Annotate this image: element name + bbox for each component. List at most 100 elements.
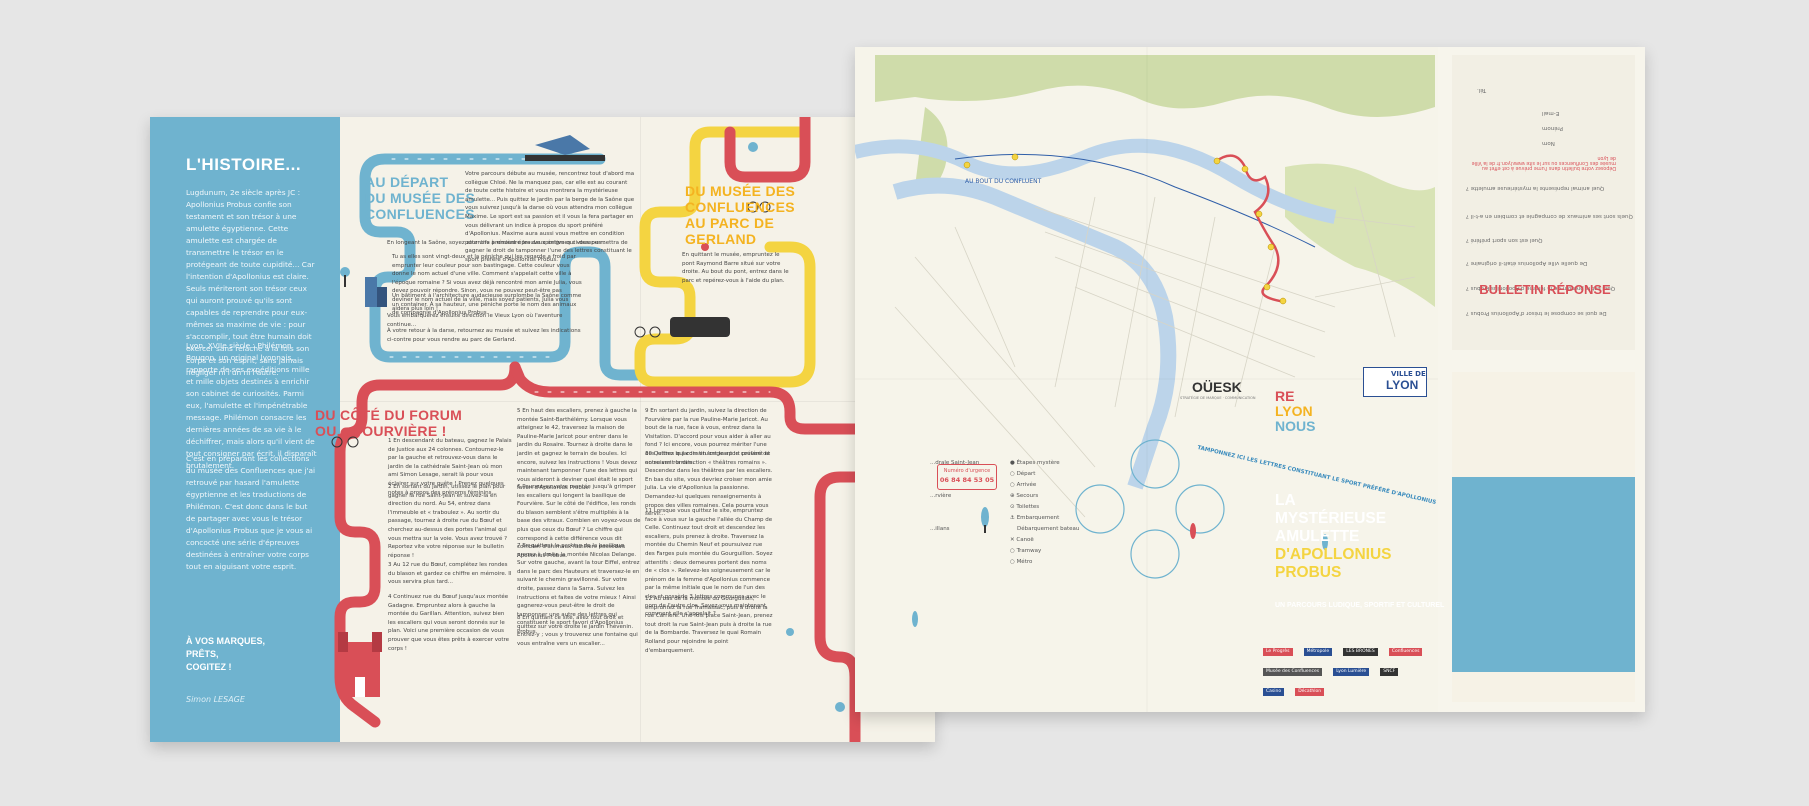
legend-label: Secours <box>1016 493 1039 499</box>
legend-label: Arrivée <box>1016 482 1037 488</box>
legend-label: Embarquement <box>1016 515 1060 521</box>
bulletin-question-5: Quels sont ses animaux de compagnie et c… <box>1466 213 1633 219</box>
section1-riddle-1: Tu as elles sont vingt-deux et la pénich… <box>392 254 582 312</box>
legend-item: ● Étapes mystère <box>1010 460 1060 466</box>
history-title: L'HISTOIRE... <box>186 155 302 174</box>
step-6: 6 Poursuivez votre montée jusqu'à grimpe… <box>517 484 641 559</box>
section-title-gerland: DU MUSÉE DES CONFLUENCES AU PARC DE GERL… <box>685 183 795 247</box>
bulletin-question-6: Quel animal représente la mystérieuse am… <box>1466 185 1605 191</box>
cover-title-band <box>1452 477 1635 672</box>
legend-item: ⊙ Toilettes <box>1010 504 1040 510</box>
history-paragraph-3: C'est en préparant les collections du mu… <box>186 454 316 571</box>
logo-text-small: VILLE DE <box>1391 370 1426 378</box>
title-line: CONFLUENCES <box>365 206 475 222</box>
section2-text: En quittant le musée, empruntez le pont … <box>682 252 789 284</box>
title-line: OU... FOURVIÈRE ! <box>315 423 447 439</box>
step-12: 12 Au bas de la montée du Gourguillon, e… <box>645 596 773 654</box>
section1-riddle-2: Un bâtiment à l'architecture audacieuse … <box>392 293 582 317</box>
section1-return: À votre retour à la darse, retournez au … <box>387 328 581 343</box>
ville-de-lyon-logo: VILLE DE LYON <box>1363 367 1427 397</box>
step-8: 8 En quittant ce site, allez tout droit … <box>517 615 638 647</box>
title-line: DU CÔTÉ DU FORUM <box>315 407 463 423</box>
route-illustration <box>331 117 935 742</box>
stage-markers <box>963 153 1287 305</box>
red-route-top <box>724 117 811 183</box>
legend-label: Canoë <box>1016 537 1034 543</box>
title-line: AU DÉPART <box>365 174 449 190</box>
section1-intro: Votre parcours débute au musée, rencontr… <box>465 171 635 263</box>
bulletin-question-1: De quoi se compose le trésor d'Apolloniu… <box>1466 310 1607 316</box>
tram-line <box>954 153 1316 248</box>
legend-item: ○ Arrivée <box>1010 482 1037 488</box>
cta-line: PRÊTS, <box>186 649 219 659</box>
title-line: GERLAND <box>685 231 757 247</box>
title-line: DU MUSÉE DES <box>365 190 476 206</box>
legend-item: ○ Départ <box>1010 471 1036 477</box>
emergency-label: Numéro d'urgence <box>943 468 991 474</box>
red-route-right <box>814 471 935 742</box>
fold-line <box>640 117 641 742</box>
emergency-number: 06 84 84 53 05 <box>939 476 995 484</box>
green-area <box>1285 163 1435 307</box>
slogan-line: RE <box>1275 388 1295 404</box>
step-5: 5 En haut des escaliers, prenez à gauche… <box>517 408 638 492</box>
cathedral-illustration <box>338 632 382 697</box>
bulletin-reponse: Tél. E-mail Prénom Nom Déposez votre bul… <box>1452 55 1635 350</box>
bulletin-question-4: Quel est son sport préféré ? <box>1466 237 1543 243</box>
step-3: 3 Au 12 rue du Bœuf, complétez les ronde… <box>388 562 512 586</box>
cta-line: À VOS MARQUES, <box>186 636 266 646</box>
blue-route <box>359 153 646 381</box>
green-area <box>875 55 1435 117</box>
park-illustration <box>670 142 845 712</box>
buildings-illustration <box>340 267 387 307</box>
section1-note: Vous embarquerez ensuite direction le Vi… <box>387 313 563 328</box>
legend-cut-label: ...rvière <box>930 493 952 499</box>
street-grid <box>894 186 1416 518</box>
sponsor-logo: SNCF <box>1380 668 1399 676</box>
legend-label: Départ <box>1016 471 1036 477</box>
title-line: DU MUSÉE DES <box>685 183 796 199</box>
bulletin-field-email: E-mail <box>1542 110 1560 116</box>
sponsor-logo: Métropole <box>1303 648 1333 656</box>
red-route-main <box>334 361 521 728</box>
sponsor-logo: Casino <box>1263 688 1285 696</box>
legend-label: Débarquement bateau <box>1017 526 1080 532</box>
river-rhone <box>892 177 1177 490</box>
step-7: 7 En quittant le parking de la basilique… <box>517 543 640 635</box>
map-legend: ● Étapes mystère ○ Départ ○ Arrivée ⊕ Se… <box>1010 458 1079 568</box>
bulletin-note: Déposez votre bulletin dans l'urne prévu… <box>1471 155 1616 170</box>
title-line: PROBUS <box>1275 564 1342 581</box>
history-column: L'HISTOIRE... Lugdunum, 2e siècle après … <box>150 117 340 742</box>
legend-item: ⊕ Secours <box>1010 493 1039 499</box>
agency-tagline: STRATÉGIE DE MARQUE · COMMUNICATION <box>1180 396 1256 400</box>
logo-text-big: LYON <box>1386 378 1419 392</box>
onlylyon-slogan: RE LYON NOUS <box>1275 389 1315 434</box>
section-title-fourviere: DU CÔTÉ DU FORUM OU... FOURVIÈRE ! <box>315 407 462 439</box>
left-brochure-page: L'HISTOIRE... Lugdunum, 2e siècle après … <box>150 117 935 742</box>
fold-line <box>340 401 935 402</box>
step-9: 9 En sortant du jardin, suivez la direct… <box>645 408 771 466</box>
emergency-number-box: Numéro d'urgence 06 84 84 53 05 <box>937 464 997 490</box>
section-title-depart: AU DÉPART DU MUSÉE DES CONFLUENCES <box>365 174 475 222</box>
legend-cut-label: ...drale Saint-Jean <box>930 460 980 466</box>
right-brochure-page: AU BOUT DU CONFLUENT Tél. E-mail Prénom … <box>855 47 1645 712</box>
step-2: 2 En sortant du jardin, utilisez le plan… <box>388 484 508 559</box>
title-line: D'APOLLONIUS <box>1275 546 1392 563</box>
bulletin-field-tel: Tél. <box>1477 87 1487 93</box>
sponsor-logo: Confluences <box>1388 648 1423 656</box>
sponsor-logo: Décathlon <box>1295 688 1325 696</box>
legend-item: ○ Tramway <box>1010 548 1042 554</box>
sponsor-logo: Lyon Lumière <box>1333 668 1370 676</box>
history-paragraph-1: Lugdunum, 2e siècle après JC : Apolloniu… <box>186 188 315 377</box>
map-label: AU BOUT DU CONFLUENT <box>965 178 1042 185</box>
legend-item: ○ Métro <box>1010 559 1033 565</box>
bulletin-title: BULLETIN RÉPONSE <box>1479 282 1611 297</box>
stamp-circles <box>1075 439 1225 579</box>
step-4: 4 Continuez rue du Bœuf jusqu'aux montée… <box>388 594 510 652</box>
river-saone <box>855 138 1337 224</box>
slogan-line: LYON <box>1275 403 1313 419</box>
legend-item: Débarquement bateau <box>1010 524 1079 535</box>
title-line: LA <box>1275 492 1296 509</box>
bulletin-field-nom: Nom <box>1542 140 1555 146</box>
legend-label: Toilettes <box>1016 504 1040 510</box>
